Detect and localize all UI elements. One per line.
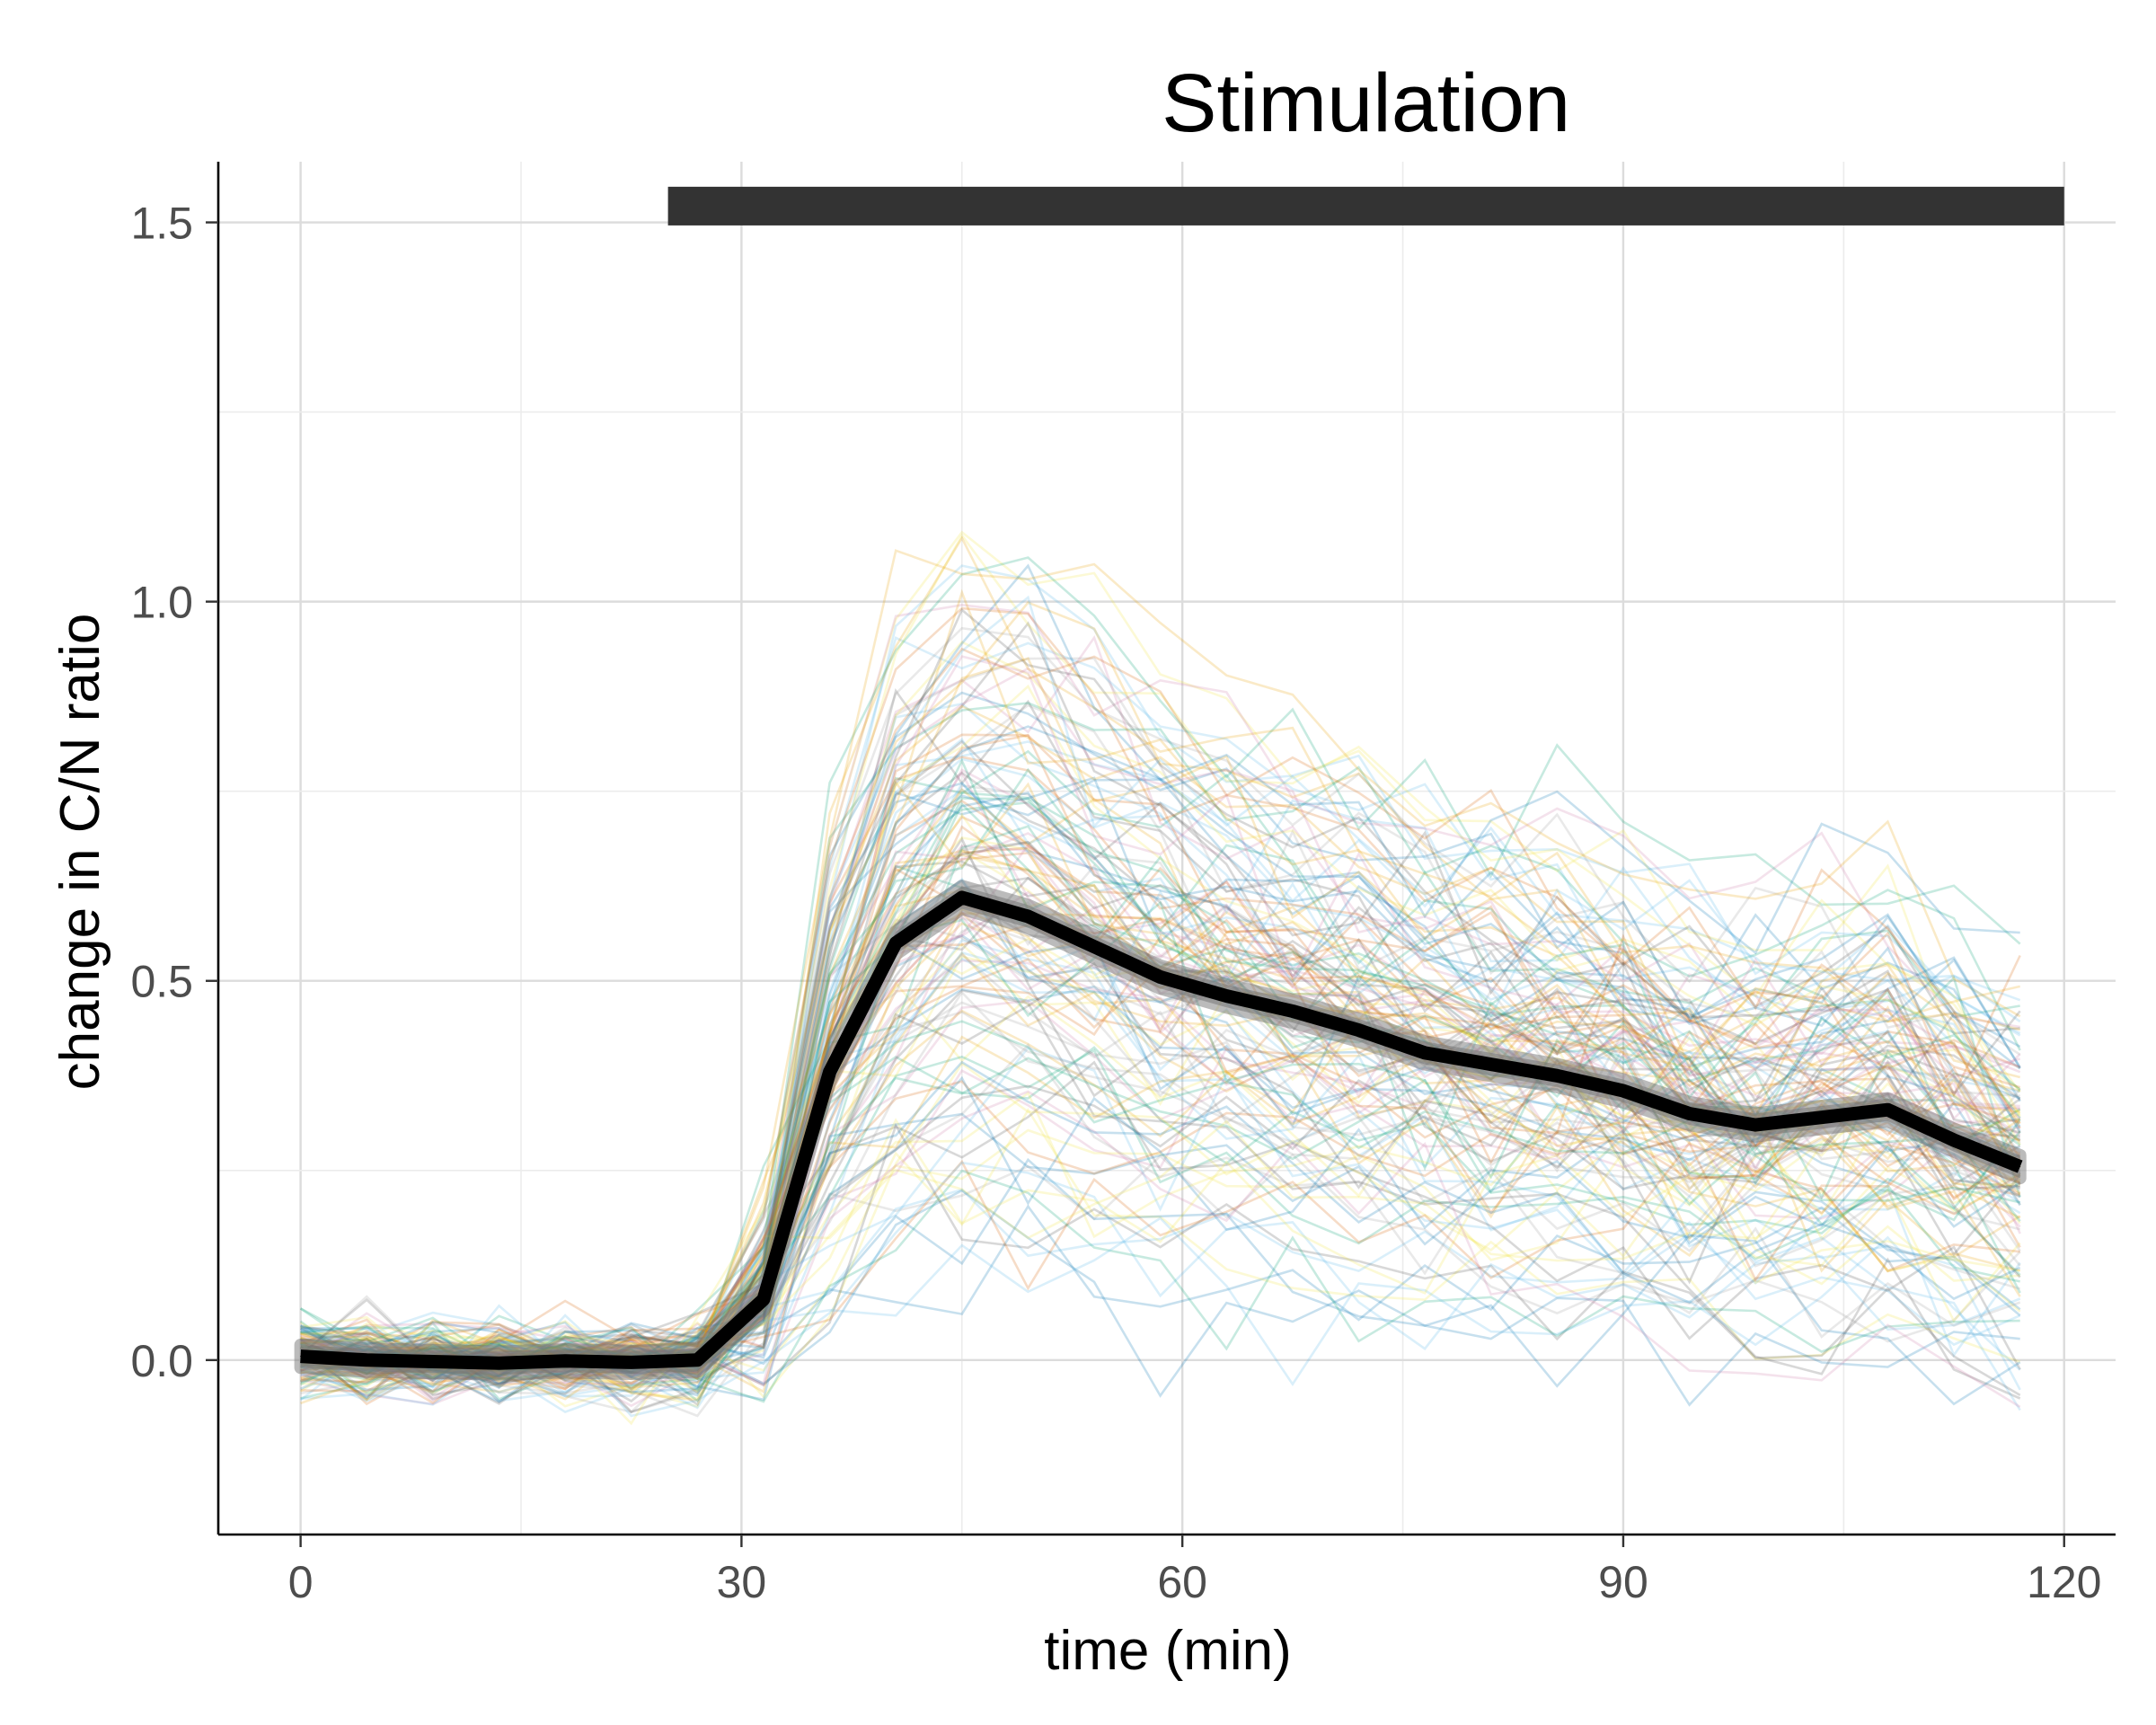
- trace-line: [300, 1157, 2021, 1406]
- trace-line: [300, 601, 2021, 1401]
- x-tick-label: 30: [717, 1557, 767, 1607]
- mean-point: [432, 1361, 434, 1362]
- trace-line: [300, 563, 2020, 1393]
- trace-line: [300, 952, 2021, 1418]
- trace-line: [300, 792, 2021, 1378]
- trace-line: [300, 1080, 2021, 1381]
- grid: [218, 162, 2116, 1535]
- mean-point: [1160, 977, 1162, 978]
- trace-line: [300, 702, 2021, 1394]
- trace-line: [300, 757, 2020, 1397]
- mean-point: [1953, 1139, 1955, 1141]
- trace-line: [300, 1216, 2021, 1402]
- mean-point: [1622, 1090, 1624, 1092]
- mean-point: [1093, 946, 1095, 948]
- mean-point: [1490, 1064, 1492, 1066]
- mean-point: [696, 1359, 698, 1361]
- y-tick-label: 1.5: [130, 199, 193, 249]
- trace-line: [300, 911, 2021, 1381]
- mean-point: [1754, 1124, 1756, 1126]
- trace-line: [300, 603, 2020, 1379]
- trace-line: [300, 740, 2021, 1414]
- stimulation-label: Stimulation: [1162, 58, 1570, 149]
- trace-line: [300, 1009, 2021, 1393]
- mean-point: [1821, 1117, 1823, 1119]
- stimulation-bar: [667, 186, 2064, 226]
- trace-line: [300, 636, 2021, 1398]
- mean-series: [294, 880, 2027, 1381]
- mean-point: [961, 897, 963, 898]
- mean-point: [895, 942, 897, 943]
- trace-line: [300, 1046, 2021, 1388]
- y-tick-label: 1.0: [130, 578, 193, 628]
- mean-point: [631, 1361, 632, 1363]
- trace-line: [300, 1043, 2021, 1383]
- trace-line: [300, 738, 2021, 1388]
- y-tick-label: 0.5: [130, 957, 193, 1007]
- mean-point: [1027, 916, 1029, 917]
- trace-line: [300, 907, 2021, 1393]
- tick-labels: 0 30 60 90 120 0.0 0.5 1.0 1.5: [130, 199, 2101, 1607]
- stimulation-annotation: Stimulation: [667, 58, 2064, 226]
- mean-point: [300, 1356, 302, 1358]
- mean-point: [1358, 1030, 1359, 1031]
- mean-point: [1225, 995, 1227, 997]
- mean-point: [829, 1071, 831, 1073]
- trace-line: [300, 1153, 2021, 1414]
- y-axis-title: change in C/N ratio: [49, 614, 111, 1091]
- x-axis-title: time (min): [1044, 1620, 1292, 1682]
- trace-line: [300, 684, 2021, 1393]
- trace-line: [300, 667, 2021, 1385]
- mean-point: [1424, 1052, 1426, 1054]
- x-tick-label: 0: [288, 1557, 314, 1607]
- trace-line: [300, 783, 2021, 1395]
- axes: [216, 162, 2116, 1536]
- trace-line: [300, 780, 2021, 1389]
- mean-point: [1556, 1075, 1558, 1076]
- mean-point: [2019, 1166, 2021, 1168]
- trace-line: [300, 863, 2021, 1394]
- y-tick-label: 0.0: [130, 1336, 193, 1386]
- x-tick-label: 90: [1598, 1557, 1648, 1607]
- mean-point: [1689, 1113, 1691, 1114]
- x-tick-label: 120: [2027, 1557, 2101, 1607]
- trace-line: [300, 852, 2021, 1376]
- mean-point: [1292, 1011, 1294, 1012]
- mean-point: [763, 1298, 764, 1300]
- x-tick-label: 60: [1157, 1557, 1207, 1607]
- mean-point: [564, 1360, 566, 1362]
- trace-line: [299, 1011, 2021, 1366]
